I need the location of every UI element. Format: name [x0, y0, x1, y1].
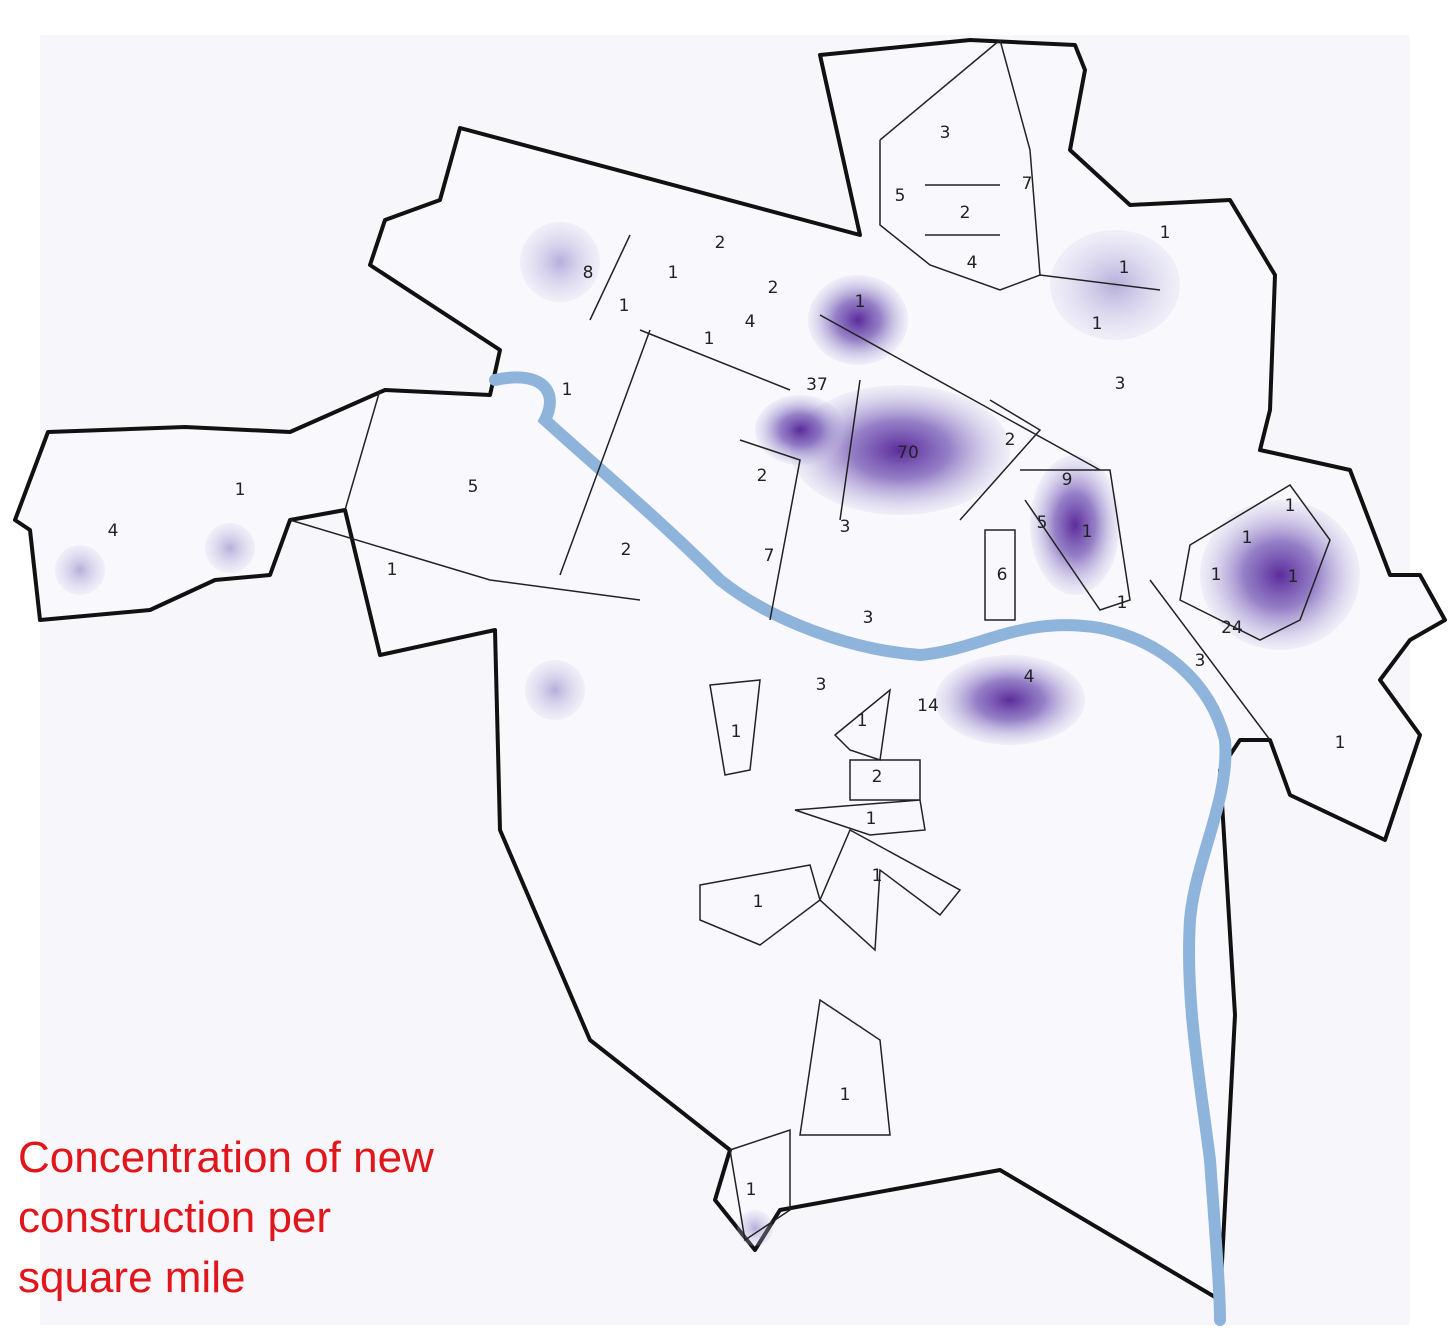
district-line [959, 399, 1331, 741]
district-count: 1 [619, 296, 630, 316]
heat-spot [1200, 500, 1360, 650]
district-count: 5 [895, 186, 906, 206]
district-count: 9 [1062, 470, 1073, 490]
district-count: 1 [235, 480, 246, 500]
district-count: 1 [1211, 565, 1222, 585]
district-count: 2 [768, 278, 779, 298]
district-count: 1 [746, 1180, 757, 1200]
district-count: 8 [583, 263, 594, 283]
caption-line: construction per [18, 1193, 331, 1242]
district-count: 1 [704, 329, 715, 349]
district-count: 2 [621, 540, 632, 560]
district-count: 5 [1037, 513, 1048, 533]
district-count: 2 [1005, 430, 1016, 450]
district-count: 5 [468, 477, 479, 497]
district-count: 1 [1288, 567, 1299, 587]
district-count: 14 [917, 696, 939, 716]
district-line [289, 234, 1101, 621]
district-count: 4 [1024, 667, 1035, 687]
district-count: 4 [108, 521, 119, 541]
district-count: 1 [1119, 258, 1130, 278]
heat-spot [520, 222, 600, 302]
district-count: 1 [387, 560, 398, 580]
heat-spot [1030, 455, 1120, 595]
district-count: 3 [840, 517, 851, 537]
district-count: 1 [753, 892, 764, 912]
district-count: 1 [1285, 496, 1296, 516]
district-count: 3 [940, 123, 951, 143]
district-count: 1 [1082, 522, 1093, 542]
heat-spot [525, 660, 585, 720]
district-count: 1 [857, 711, 868, 731]
district-count: 7 [764, 546, 775, 566]
district-count: 2 [757, 466, 768, 486]
district-count: 3 [1195, 651, 1206, 671]
district-count: 1 [866, 809, 877, 829]
district-count: 3 [863, 608, 874, 628]
heat-layer [55, 222, 1360, 1246]
district-count: 4 [745, 312, 756, 332]
city-outline [13, 38, 1447, 1302]
district-count: 1 [1117, 593, 1128, 613]
district-count: 1 [562, 380, 573, 400]
district-count: 6 [997, 565, 1008, 585]
district-count: 37 [806, 375, 828, 395]
heat-spot [935, 655, 1085, 745]
caption-line: square mile [18, 1253, 245, 1302]
district-count: 2 [872, 767, 883, 787]
district-line [699, 679, 962, 1242]
district-count: 1 [1160, 223, 1171, 243]
district-count: 1 [731, 722, 742, 742]
district-count: 1 [855, 292, 866, 312]
heat-spot [737, 1210, 773, 1246]
heat-spot [205, 523, 255, 573]
heat-spot [755, 395, 845, 465]
district-count: 1 [840, 1085, 851, 1105]
district-count: 2 [960, 203, 971, 223]
district-count: 3 [1115, 374, 1126, 394]
district-count: 4 [967, 253, 978, 273]
district-lines [289, 39, 1331, 1242]
district-count: 1 [1242, 528, 1253, 548]
district-count: 1 [1335, 733, 1346, 753]
district-count: 1 [872, 866, 883, 886]
caption-line: Concentration of new [18, 1133, 434, 1182]
heat-spot [55, 545, 105, 595]
heat-spot [808, 275, 908, 365]
district-count: 1 [1092, 314, 1103, 334]
district-count: 24 [1221, 618, 1243, 638]
river [489, 371, 1232, 1326]
district-count: 7 [1022, 174, 1033, 194]
caption: Concentration of new construction per sq… [18, 1133, 434, 1302]
district-count: 70 [897, 443, 919, 463]
district-count: 2 [715, 233, 726, 253]
district-count: 3 [816, 675, 827, 695]
district-count: 1 [668, 263, 679, 283]
district-line [879, 39, 1161, 291]
